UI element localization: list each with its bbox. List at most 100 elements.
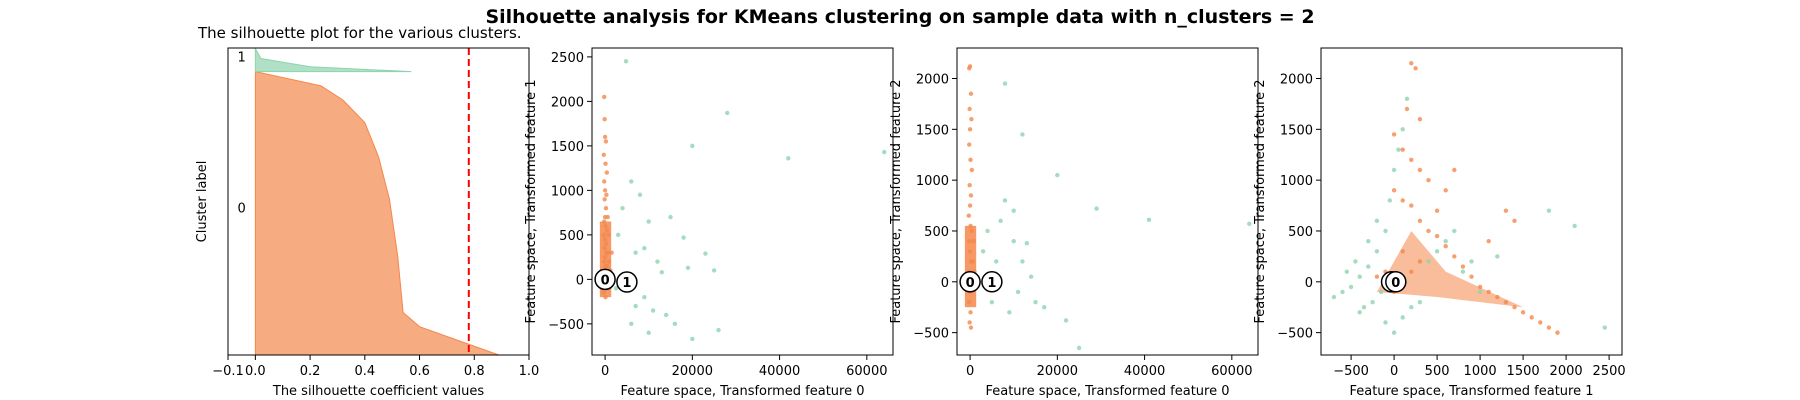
y-tick-label: 2000 [551,95,584,110]
data-point-series-0 [1460,269,1466,274]
data-point-series-1 [1417,259,1423,264]
cluster-0-core [599,221,612,298]
data-point-series-0 [1361,305,1367,310]
data-point-series-1 [967,203,973,208]
data-point-series-1 [968,223,973,229]
y-tick-label: −500 [548,318,584,333]
data-point-series-0 [1383,228,1388,234]
data-point-series-0 [1344,269,1350,274]
y-tick-label: 2500 [551,51,584,66]
y-tick-label: 500 [1288,225,1313,240]
cluster-center-1 [616,271,638,293]
x-tick-label: 1000 [1464,364,1497,379]
data-point-series-1 [1434,233,1440,239]
data-point-series-0 [1353,259,1358,264]
data-point-series-1 [1426,228,1431,234]
scatter-points [599,59,887,342]
data-point-series-0 [985,228,990,234]
data-point-series-1 [603,241,609,246]
data-point-series-0 [716,327,721,333]
y-tick-label: 1500 [1280,123,1313,138]
data-point-series-1 [602,116,607,122]
data-point-series-0 [637,192,643,198]
data-point-series-0 [1033,299,1038,305]
data-point-series-1 [1486,238,1491,244]
data-point-series-1 [1469,274,1474,279]
scatter-xlabel: Feature space, Transformed feature 0 [985,384,1229,399]
silhouette-xlabel: The silhouette coefficient values [272,384,484,399]
data-point-series-0 [1011,238,1016,244]
cluster-center-label-1: 1 [987,276,996,291]
data-point-series-1 [968,157,973,163]
data-point-series-1 [603,223,608,229]
data-point-series-1 [967,320,972,325]
data-point-series-0 [1015,289,1021,295]
data-point-series-1 [967,299,972,305]
x-tick-label: 0 [1390,364,1398,379]
data-point-series-0 [1374,218,1380,224]
data-point-series-1 [1443,188,1448,193]
data-point-series-1 [969,167,975,173]
figure-suptitle: Silhouette analysis for KMeans clusterin… [485,6,1314,28]
x-tick-label: 20000 [672,364,713,379]
data-point-series-1 [1443,244,1448,249]
data-point-series-0 [1396,147,1401,152]
data-point-series-0 [1434,249,1440,254]
data-point-series-0 [1002,198,1008,203]
data-point-series-0 [1400,127,1405,132]
data-point-series-0 [1011,208,1016,213]
data-point-series-1 [602,134,608,140]
data-point-series-0 [1391,330,1397,335]
x-tick-label: 2000 [1550,364,1583,379]
data-point-series-0 [623,59,629,64]
data-point-series-1 [606,259,612,264]
data-point-series-1 [967,127,973,132]
data-point-series-1 [966,213,971,218]
data-point-series-1 [969,228,975,234]
data-point-series-1 [1413,66,1418,71]
data-point-series-1 [1417,116,1423,122]
data-point-series-1 [968,310,973,315]
data-point-series-1 [1409,269,1414,274]
data-point-series-1 [969,116,974,122]
x-tick-label: 0.6 [409,364,430,379]
data-point-series-1 [602,259,607,264]
data-point-series-1 [602,254,608,260]
data-point-series-1 [606,232,611,238]
data-point-series-0 [1602,325,1608,330]
y-tick-label: 0 [576,273,584,288]
data-point-series-0 [650,308,656,313]
x-tick-label: 0.2 [300,364,321,379]
data-point-series-1 [609,250,614,255]
data-point-series-0 [1024,240,1029,246]
x-tick-label: 1.0 [519,364,540,379]
data-point-series-1 [1512,218,1517,224]
data-point-series-0 [659,270,664,275]
data-point-series-0 [1247,221,1252,227]
data-point-series-0 [1400,315,1405,320]
scatter-points [1331,61,1608,335]
y-tick-label: 0 [941,276,949,291]
data-point-series-0 [1007,310,1012,315]
data-point-series-0 [633,303,638,309]
data-point-series-1 [967,249,973,254]
y-tick-label: 500 [924,225,949,240]
data-point-series-1 [968,193,974,198]
data-point-series-1 [602,188,608,193]
data-point-series-1 [604,192,609,198]
data-point-series-0 [1374,249,1380,254]
silhouette-ylabel: Cluster label [195,161,210,243]
data-point-series-0 [703,251,708,256]
data-point-series-0 [1426,259,1431,264]
data-point-series-1 [967,238,972,244]
scatter-axes-frame [956,47,1259,356]
data-point-series-1 [1417,218,1423,224]
scatter-axes-frame [591,47,894,356]
data-point-series-1 [601,232,606,238]
cluster-center-0 [1385,271,1407,293]
scatter-xlabel: Feature space, Transformed feature 1 [1349,384,1593,399]
data-point-series-0 [1055,172,1060,178]
data-point-series-1 [1503,299,1509,305]
silhouette-cluster-0 [254,71,500,355]
silhouette-axes-frame [227,47,530,356]
